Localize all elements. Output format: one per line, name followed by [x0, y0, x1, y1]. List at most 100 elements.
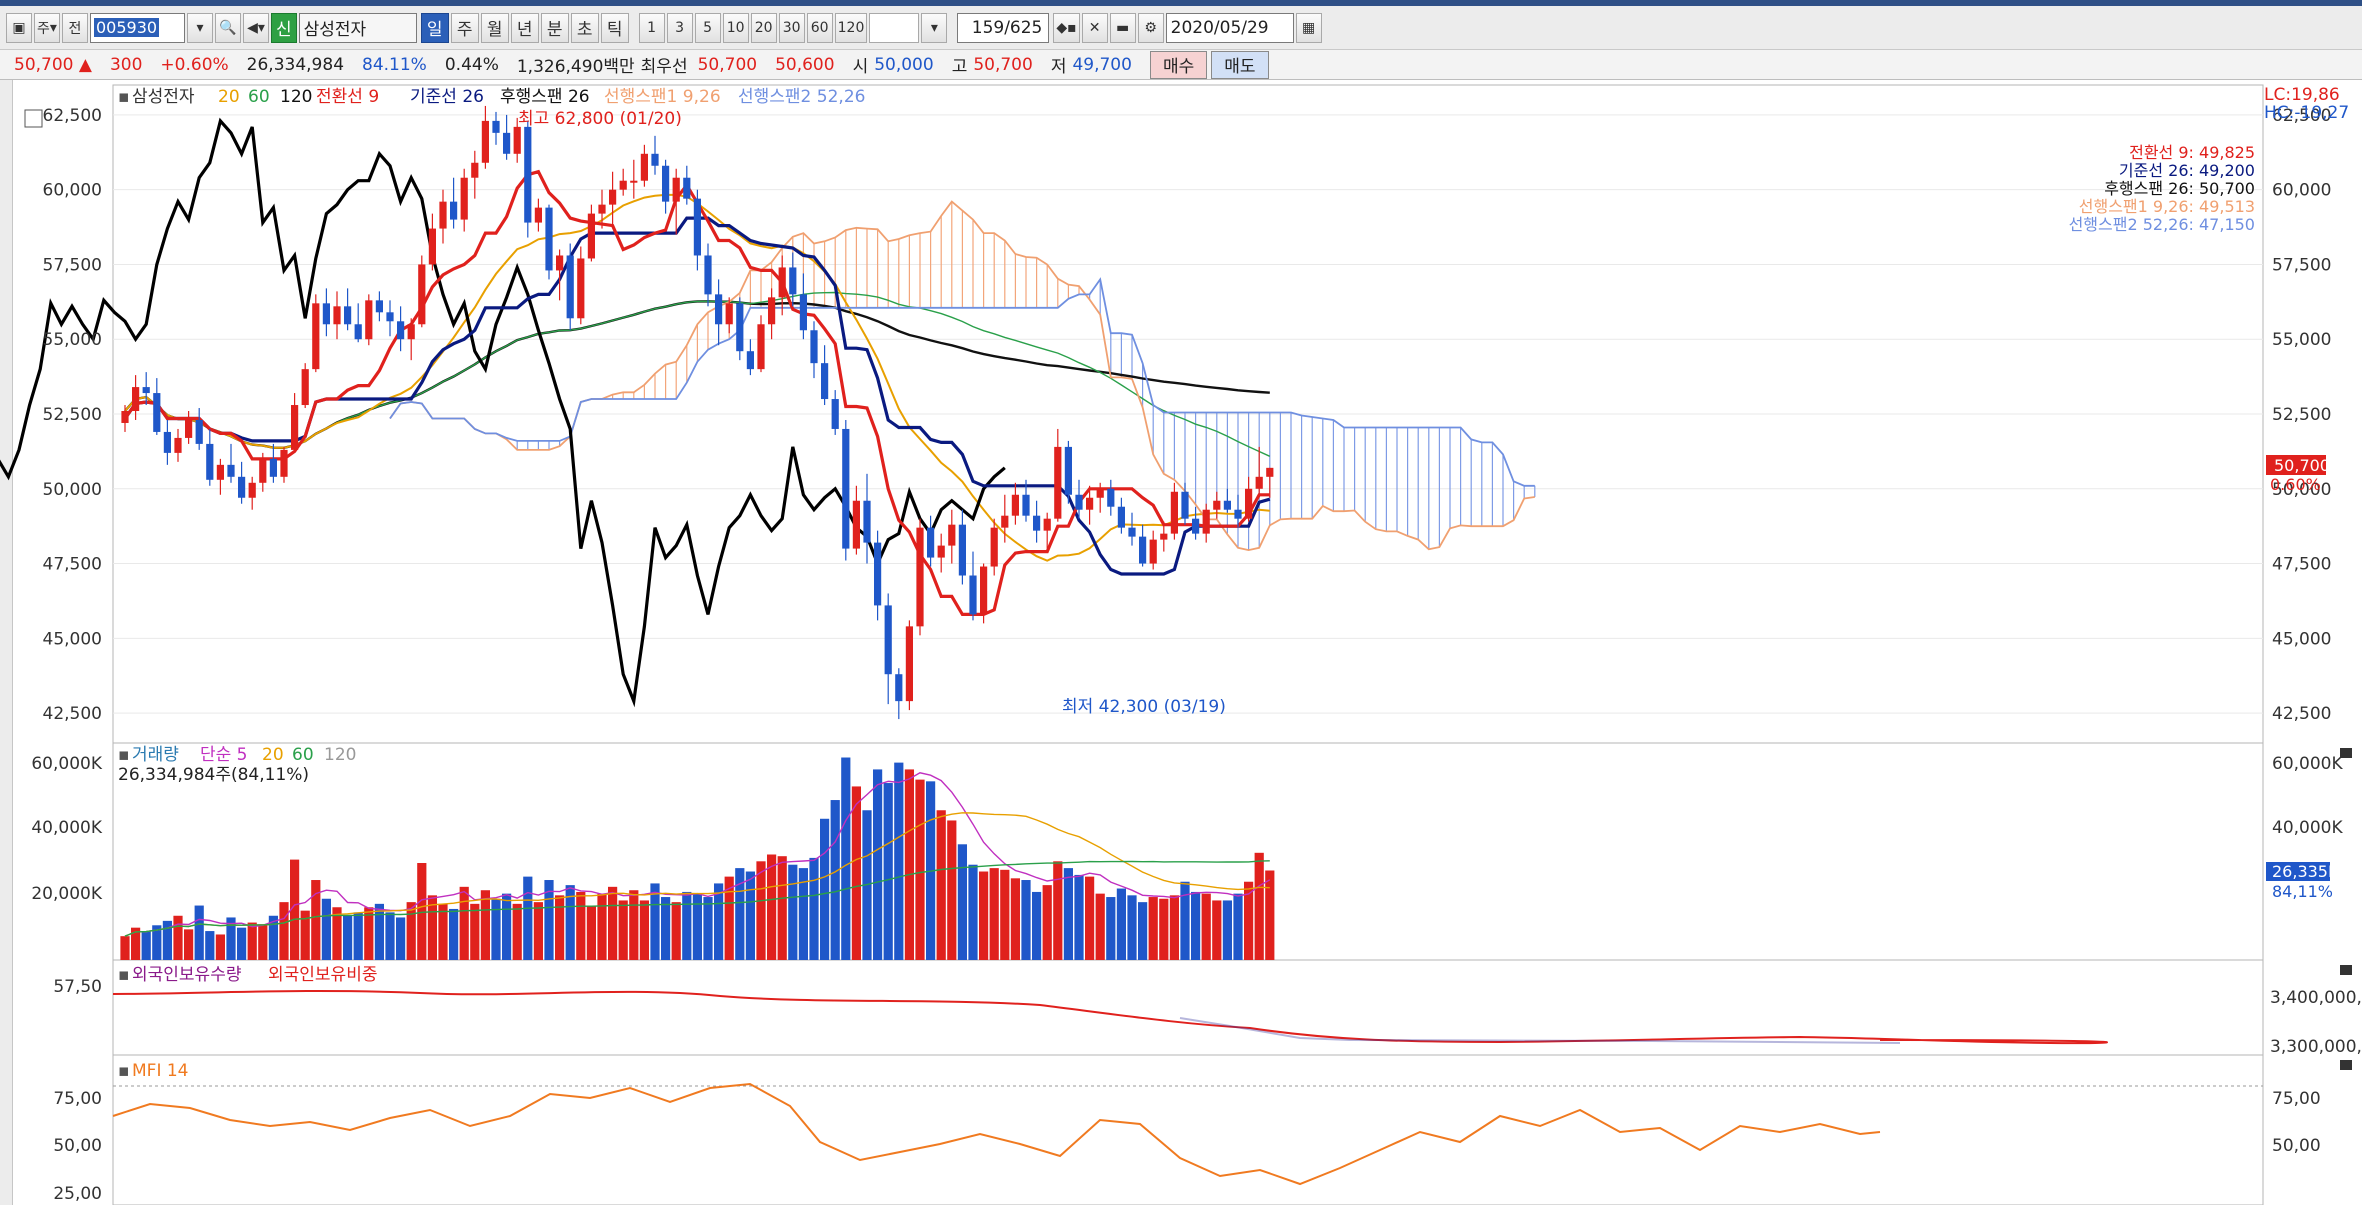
candle-body	[1043, 518, 1051, 531]
candle-body	[354, 324, 362, 340]
interval-30-button[interactable]: 30	[778, 12, 805, 43]
grid-toggle-icon[interactable]	[24, 109, 43, 128]
price-tick-right: 42,500	[2272, 704, 2331, 724]
volume-bar	[597, 893, 607, 960]
stock-type-select[interactable]: 주 ▾	[34, 12, 60, 43]
settings-gear-icon[interactable]: ⚙	[1137, 12, 1164, 43]
period-tick-button[interactable]: 틱	[600, 12, 629, 43]
best-bid: 50,600	[775, 54, 835, 75]
custom-interval-input[interactable]	[869, 12, 920, 43]
stock-name-field[interactable]: 삼성전자	[298, 12, 417, 43]
high-price: 50,700	[973, 54, 1033, 75]
value-span1: 선행스팬1 9,26: 49,513	[2079, 197, 2255, 216]
legend-base: 기준선 26	[410, 87, 484, 107]
candle-body	[778, 267, 786, 298]
volume-bar	[1127, 895, 1137, 960]
zoom-tool-icon[interactable]: ◆▪	[1053, 12, 1080, 43]
volume-bar	[1042, 885, 1052, 960]
candle-body	[662, 165, 670, 202]
price-tick-left: 57,500	[43, 255, 102, 275]
code-dropdown-icon[interactable]: ▾	[187, 12, 213, 43]
candle-body	[1234, 509, 1242, 519]
hc-value: HC:-19,27	[2264, 103, 2349, 123]
period-second-button[interactable]: 초	[570, 12, 599, 43]
candle-body	[439, 201, 447, 229]
chart-canvas[interactable]: 62,500 62,500 60,000 60,000 57,500 57,500 55,0…	[0, 80, 2362, 1205]
volume-bar	[438, 903, 448, 960]
volume-bar	[788, 864, 798, 960]
candle-body	[1213, 500, 1221, 510]
custom-interval-dropdown-icon[interactable]: ▾	[921, 12, 948, 43]
volume-legend-marker: ▪	[118, 745, 130, 765]
price-tag-text: 50,700	[2274, 456, 2330, 475]
candle-body	[216, 464, 224, 480]
price-tick-right: 47,500	[2272, 555, 2331, 575]
candle-body	[693, 198, 701, 256]
interval-3-button[interactable]: 3	[666, 12, 693, 43]
period-year-button[interactable]: 년	[510, 12, 539, 43]
candle-body	[375, 300, 383, 313]
volume-bar	[1010, 878, 1020, 960]
interval-60-button[interactable]: 60	[806, 12, 833, 43]
calendar-icon[interactable]: ▦	[1295, 12, 1322, 43]
volume-bar	[502, 893, 512, 960]
volume-legend-ma120: 120	[324, 745, 356, 765]
window-menu-icon[interactable]: ▣	[6, 12, 32, 43]
volume-bar	[979, 871, 989, 960]
foreign-left-tick: 57,50	[53, 977, 102, 997]
turnover-rate: 0.44%	[444, 54, 499, 75]
mfi-panel-resize-icon[interactable]	[2340, 1060, 2352, 1070]
lc-value: LC:19,86	[2264, 85, 2340, 105]
interval-20-button[interactable]: 20	[750, 12, 777, 43]
period-day-button[interactable]: 일	[420, 12, 449, 43]
volume-bar	[268, 915, 278, 960]
price-tick-right: 55,000	[2272, 330, 2331, 350]
search-icon[interactable]: 🔍	[215, 12, 241, 43]
mfi-tick-75: 75,00	[53, 1089, 102, 1109]
candle-body	[1149, 539, 1157, 564]
date-input[interactable]: 2020/05/29	[1165, 12, 1294, 43]
mfi-legend: MFI 14	[132, 1061, 189, 1081]
volume-bar	[311, 880, 321, 960]
volume-bar	[639, 900, 649, 960]
candle-body	[206, 443, 214, 480]
volume-bar	[947, 820, 957, 960]
volume-bar	[1106, 897, 1116, 960]
interval-120-button[interactable]: 120	[834, 12, 868, 43]
volume-bar	[608, 886, 618, 960]
candle-body	[460, 177, 468, 220]
foreign-panel-resize-icon[interactable]	[2340, 965, 2352, 975]
quote-bar: 50,700 ▲ 300 +0.60% 26,334,984 84.11% 0.…	[0, 50, 2362, 80]
legend-ma60: 60	[248, 87, 270, 107]
candle-body	[534, 207, 542, 223]
stock-code-input[interactable]: 005930	[90, 12, 185, 43]
volume-panel-resize-icon[interactable]	[2340, 748, 2352, 758]
draw-tool-icon[interactable]: ✕	[1081, 12, 1108, 43]
candle-body	[852, 500, 860, 549]
credit-label: 신	[276, 20, 292, 40]
candle-body	[746, 351, 754, 370]
candle-body	[630, 180, 638, 183]
price-tick-left: 55,000	[43, 330, 102, 350]
volume-bar	[1169, 895, 1179, 960]
period-month-button[interactable]: 월	[480, 12, 509, 43]
candle-body	[1011, 494, 1019, 516]
period-week-button[interactable]: 주	[450, 12, 479, 43]
market-all-button[interactable]: 전	[62, 12, 88, 43]
candle-body	[1086, 497, 1094, 510]
vol-tick-40000k: 40,000K	[31, 818, 102, 838]
interval-10-button[interactable]: 10	[722, 12, 749, 43]
period-minute-button[interactable]: 분	[540, 12, 569, 43]
credit-badge[interactable]: 신	[271, 12, 297, 43]
volume-bar	[290, 859, 300, 960]
candle-body	[195, 419, 203, 444]
volume-bar	[1201, 893, 1211, 960]
volume-bar	[152, 925, 162, 960]
buy-button[interactable]: 매수	[1149, 50, 1208, 79]
data-count-field[interactable]: 159/625	[957, 12, 1050, 43]
save-icon[interactable]: ▬	[1109, 12, 1136, 43]
sound-icon[interactable]: ◀▾	[243, 12, 269, 43]
interval-5-button[interactable]: 5	[694, 12, 721, 43]
interval-1-button[interactable]: 1	[638, 12, 665, 43]
sell-button[interactable]: 매도	[1211, 50, 1269, 79]
